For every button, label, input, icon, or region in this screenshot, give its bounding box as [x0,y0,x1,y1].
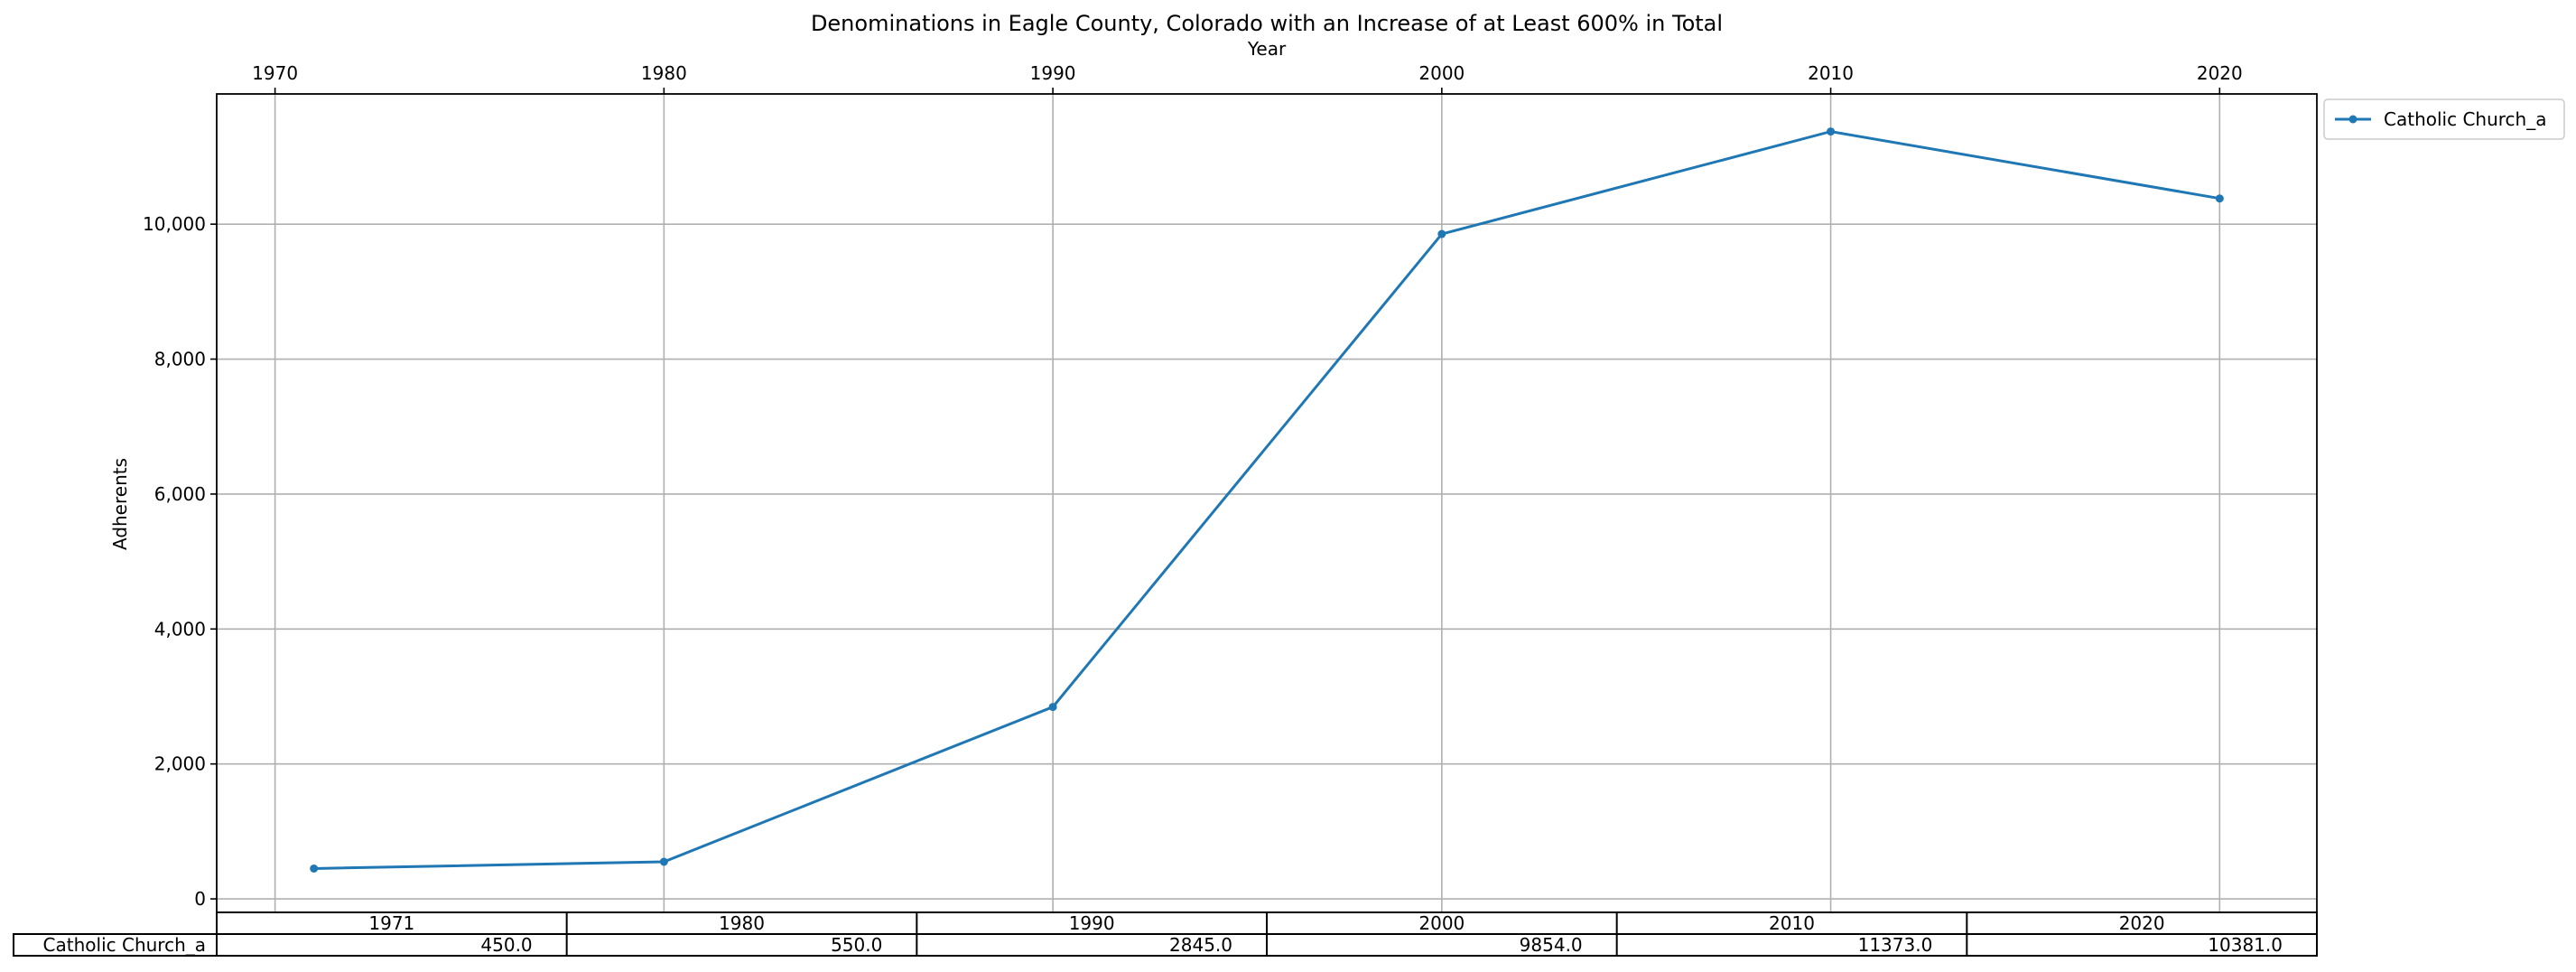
data-point [2215,194,2224,203]
table-column-header: 2010 [1769,912,1815,934]
x-axis-label: Year [1247,38,1287,60]
table-cell: 550.0 [831,934,882,956]
tick-labels: 1970 1980 1990 2000 2010 2020 0 2,000 4,000 6,000… [143,62,2243,910]
x-tick-label: 1990 [1030,62,1076,84]
y-tick-label: 8,000 [154,349,206,370]
table-row-label: Catholic Church_a [43,934,206,956]
table-cell: 10381.0 [2208,934,2283,956]
series-line [313,130,2220,870]
data-table: 1971 1980 1990 2000 2010 2020 Catholic Church_… [13,911,2318,957]
data-point [1048,703,1057,712]
table-cell: 450.0 [480,934,532,956]
table-row [13,933,2318,957]
y-tick-label: 4,000 [154,618,206,640]
x-tick-label: 2010 [1808,62,1854,84]
table-column-header: 2020 [2119,912,2165,934]
legend-label: Catholic Church_a [2384,108,2546,130]
x-tick-label: 2000 [1418,62,1465,84]
x-tick-label: 2020 [2197,62,2243,84]
y-tick-label: 10,000 [143,213,206,235]
legend-marker [2348,115,2357,124]
y-axis-label: Adherents [109,458,131,550]
table-column-header: 2000 [1418,912,1465,934]
grid-lines [217,94,2317,912]
x-tick-label: 1980 [641,62,687,84]
y-tick-label: 2,000 [154,753,206,775]
data-point [310,864,319,873]
table-cell: 2845.0 [1169,934,1232,956]
data-point [1437,229,1446,238]
data-point [1827,127,1836,136]
table-column-header: 1990 [1069,912,1115,934]
legend-box [2323,98,2565,140]
y-tick-label: 6,000 [154,483,206,505]
table-cell: 9854.0 [1520,934,1583,956]
data-point [659,857,668,866]
chart-title: Denominations in Eagle County, Colorado … [811,11,1723,36]
legend: Catholic Church_a [2323,98,2565,140]
table-cell: 11373.0 [1858,934,1933,956]
table-column-header: 1971 [368,912,414,934]
table-column-header: 1980 [719,912,765,934]
y-tick-label: 0 [194,888,206,910]
data-series [310,127,2224,873]
x-tick-label: 1970 [252,62,298,84]
plot-frame [216,93,2318,913]
axes [210,88,2318,913]
